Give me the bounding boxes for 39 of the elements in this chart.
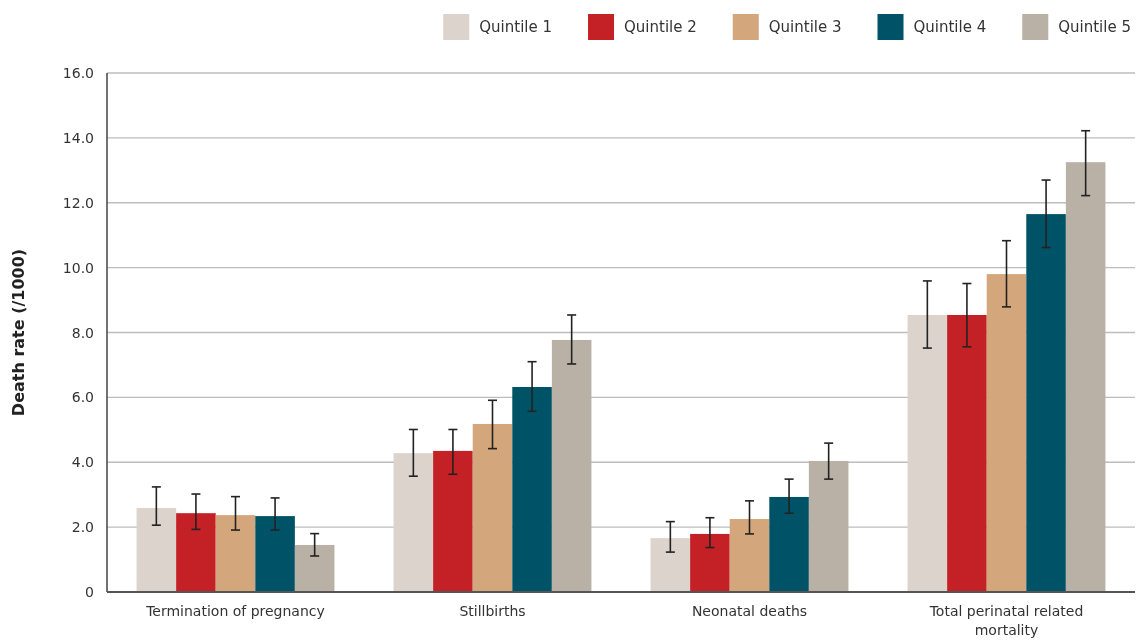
y-tick-label: 2.0: [71, 519, 94, 536]
x-tick-label: Total perinatal related mortality: [928, 603, 1084, 638]
bar: [215, 515, 256, 592]
bar: [393, 453, 434, 592]
y-tick-label: 8.0: [71, 324, 94, 341]
bar: [433, 450, 473, 592]
y-tick-label: 12.0: [62, 194, 94, 211]
bar: [512, 387, 552, 592]
bar: [472, 423, 513, 592]
bar: [690, 533, 730, 592]
bar: [808, 460, 849, 592]
bar: [255, 516, 295, 592]
legend-label: Quintile 5: [1058, 18, 1132, 37]
y-tick-label: 10.0: [62, 259, 94, 276]
y-tick-label: 0: [85, 584, 94, 601]
x-tick-label: Stillbirths: [459, 603, 526, 619]
y-axis-title: Death rate (/1000): [9, 248, 28, 417]
bar: [650, 538, 691, 592]
x-tick-label: Neonatal deaths: [691, 603, 808, 619]
bar: [551, 339, 592, 592]
y-tick-label: 4.0: [71, 454, 94, 471]
y-tick-label: 14.0: [62, 129, 94, 146]
bar: [947, 314, 987, 592]
legend-label: Quintile 4: [913, 18, 987, 37]
bar: [1026, 214, 1066, 592]
bar: [729, 519, 770, 592]
y-tick-label: 16.0: [62, 65, 94, 82]
bar: [986, 274, 1027, 592]
bar: [1065, 162, 1106, 592]
y-tick-label: 6.0: [71, 389, 94, 406]
bar: [136, 507, 177, 592]
bar: [294, 544, 335, 592]
x-tick-label: Termination of pregnancy: [145, 603, 325, 619]
legend-label: Quintile 1: [479, 18, 553, 37]
legend-label: Quintile 3: [768, 18, 842, 37]
bar: [907, 314, 948, 592]
bar: [769, 496, 809, 592]
bar: [176, 513, 216, 592]
legend-label: Quintile 2: [624, 18, 697, 37]
